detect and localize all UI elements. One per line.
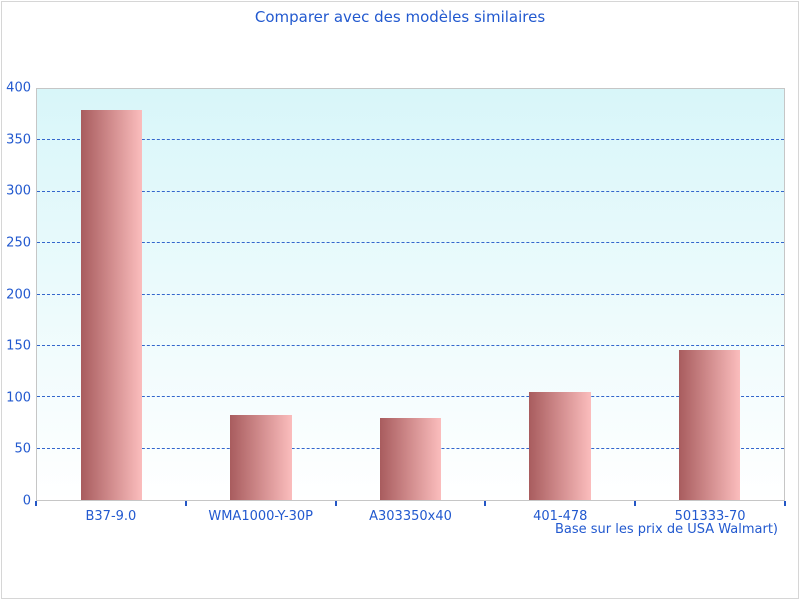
chart-footnote: Base sur les prix de USA Walmart) (555, 522, 778, 537)
x-axis-tick (784, 501, 786, 506)
x-axis: B37-9.0 WMA1000-Y-30P A303350x40 401-478 501… (36, 509, 785, 524)
bar-slot (336, 89, 485, 500)
bar-B37-9.0 (81, 109, 143, 500)
y-tick-label: 0 (22, 493, 31, 509)
x-axis-tick (184, 501, 187, 506)
chart-title: Comparer avec des modèles similaires (254, 8, 546, 26)
y-tick-label: 300 (6, 183, 31, 199)
bar-501333-70 (678, 350, 740, 500)
bar-slot (635, 89, 784, 500)
y-tick-label: 350 (6, 132, 31, 148)
x-tick-label: B37-9.0 (85, 509, 137, 524)
y-tick-label: 50 (14, 441, 31, 457)
bar-WMA1000-Y-30P (230, 414, 292, 500)
bar-401-478 (529, 392, 591, 500)
x-axis-tick (484, 501, 487, 506)
bars-container (37, 89, 784, 500)
y-tick-label: 150 (6, 338, 31, 354)
bar-slot (485, 89, 634, 500)
bar-slot (37, 89, 186, 500)
x-tick-label: A303350x40 (369, 509, 452, 524)
gridline (37, 396, 784, 398)
y-tick-label: 200 (6, 287, 31, 302)
y-axis: 0 50 100 150 200 250 300 350 400 (2, 82, 31, 508)
bar-A303350x40 (379, 417, 442, 500)
x-tick-label: WMA1000-Y-30P (208, 509, 314, 524)
x-tick-label: 401-478 (533, 509, 588, 524)
x-axis-tick (35, 501, 37, 506)
x-tick-label: 501333-70 (674, 509, 746, 524)
y-tick-label: 400 (6, 80, 31, 96)
gridline (37, 242, 784, 244)
y-tick-label: 250 (6, 235, 31, 251)
x-axis-ticks (35, 501, 786, 507)
gridline (37, 139, 784, 141)
plot-area (36, 88, 785, 501)
gridline (37, 344, 784, 346)
gridline (37, 293, 784, 295)
gridline (37, 190, 784, 192)
x-axis-tick (634, 501, 637, 506)
bar-slot (186, 89, 335, 500)
x-axis-tick (334, 501, 337, 506)
y-tick-label: 100 (6, 390, 31, 406)
